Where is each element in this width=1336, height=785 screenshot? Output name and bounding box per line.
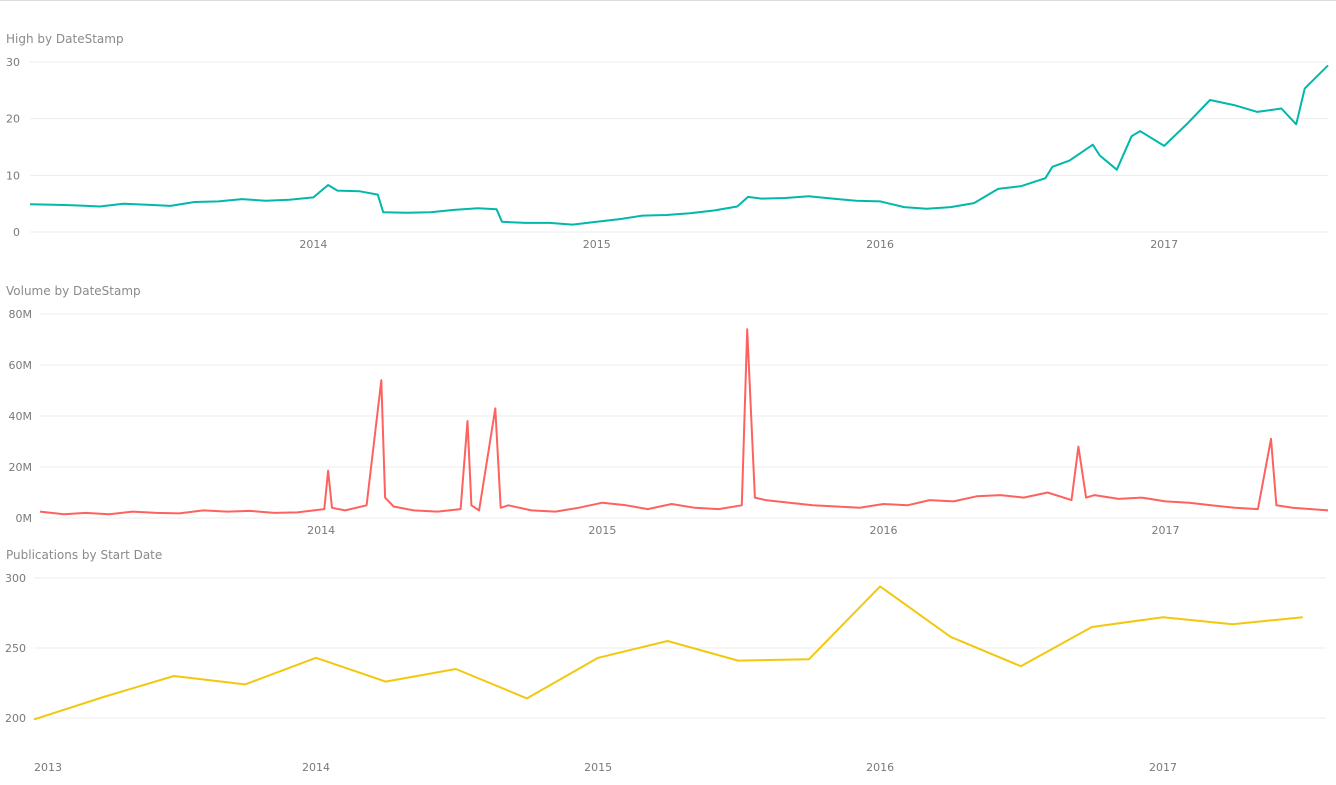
chart-high: 0 10 20 30 2014 2015 2016 2017 (6, 56, 1329, 251)
y-tick-label: 30 (6, 56, 20, 69)
x-tick-label: 2015 (588, 524, 616, 537)
y-tick-label: 10 (6, 169, 20, 182)
x-tick-label: 2015 (584, 761, 612, 774)
y-tick-label: 20 (6, 113, 20, 126)
top-rule (0, 0, 1336, 1)
y-tick-label: 60M (9, 359, 33, 372)
y-tick-label: 250 (5, 642, 26, 655)
x-tick-label: 2017 (1151, 524, 1179, 537)
x-tick-label: 2014 (299, 238, 327, 251)
chart-title-high: High by DateStamp (6, 32, 124, 46)
y-tick-label: 40M (9, 410, 33, 423)
x-tick-label: 2017 (1149, 761, 1177, 774)
series-line (33, 585, 1303, 721)
chart-panel-volume: Volume by DateStamp 0M 20M 40M 60M 80M 2014 20… (6, 284, 1329, 537)
y-tick-label: 80M (9, 308, 33, 321)
y-tick-label: 20M (9, 461, 33, 474)
x-tick-label: 2014 (307, 524, 335, 537)
y-tick-label: 0 (13, 226, 20, 239)
x-tick-label: 2015 (583, 238, 611, 251)
x-tick-label: 2014 (302, 761, 330, 774)
x-tick-label: 2013 (34, 761, 62, 774)
x-tick-label: 2016 (866, 761, 894, 774)
x-tick-label: 2017 (1150, 238, 1178, 251)
series-line (29, 64, 1329, 226)
y-tick-label: 200 (5, 712, 26, 725)
chart-title-publications: Publications by Start Date (6, 548, 163, 562)
series-line (39, 328, 1329, 516)
chart-panel-high: High by DateStamp 0 10 20 30 2014 2015 2016 201… (0, 0, 1336, 270)
y-tick-label: 300 (5, 572, 26, 585)
x-tick-label: 2016 (870, 524, 898, 537)
chart-title-volume: Volume by DateStamp (6, 284, 141, 298)
x-tick-label: 2016 (866, 238, 894, 251)
y-tick-label: 0M (16, 512, 33, 525)
chart-volume: 0M 20M 40M 60M 80M 2014 2015 2016 2017 (9, 308, 1329, 537)
